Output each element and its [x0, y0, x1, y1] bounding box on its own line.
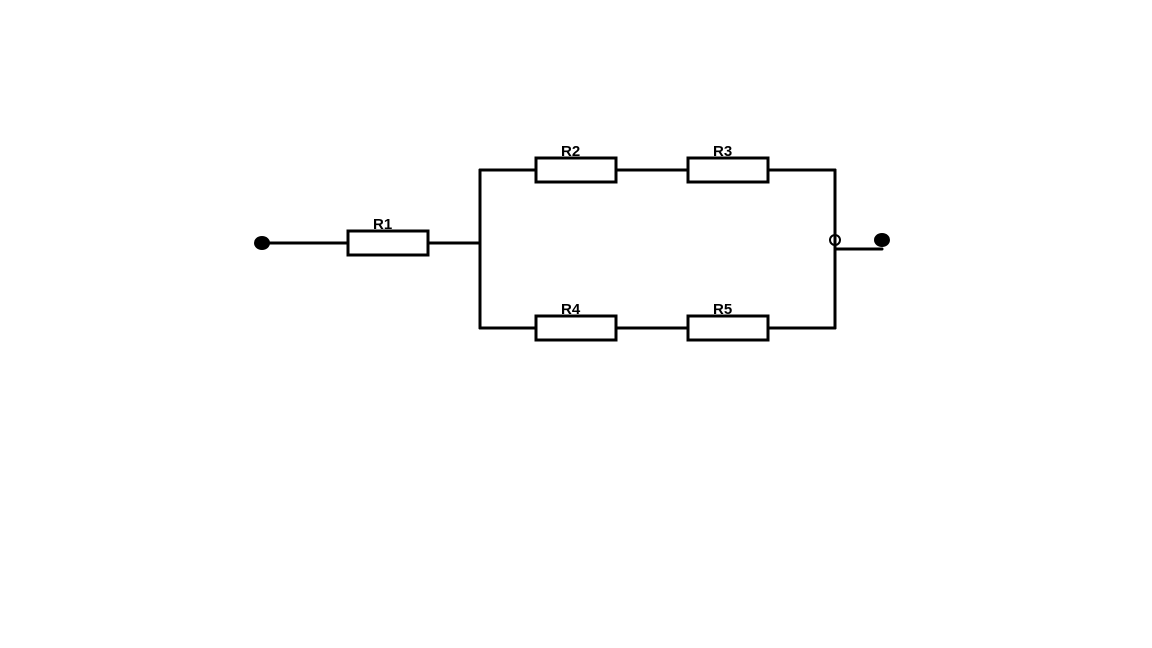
terminal-left [254, 236, 270, 250]
resistor-r3 [688, 158, 768, 182]
resistor-r4 [536, 316, 616, 340]
resistor-r5 [688, 316, 768, 340]
resistor-r1 [348, 231, 428, 255]
terminal-right [874, 233, 890, 247]
label-r5: R5 [713, 301, 732, 318]
resistor-r2 [536, 158, 616, 182]
resistors-group [348, 158, 768, 340]
label-r4: R4 [561, 301, 581, 318]
circuit-diagram: R1 R2 R3 R4 R5 [0, 0, 1152, 648]
label-r3: R3 [713, 143, 732, 160]
label-r2: R2 [561, 143, 580, 160]
label-r1: R1 [373, 216, 392, 233]
